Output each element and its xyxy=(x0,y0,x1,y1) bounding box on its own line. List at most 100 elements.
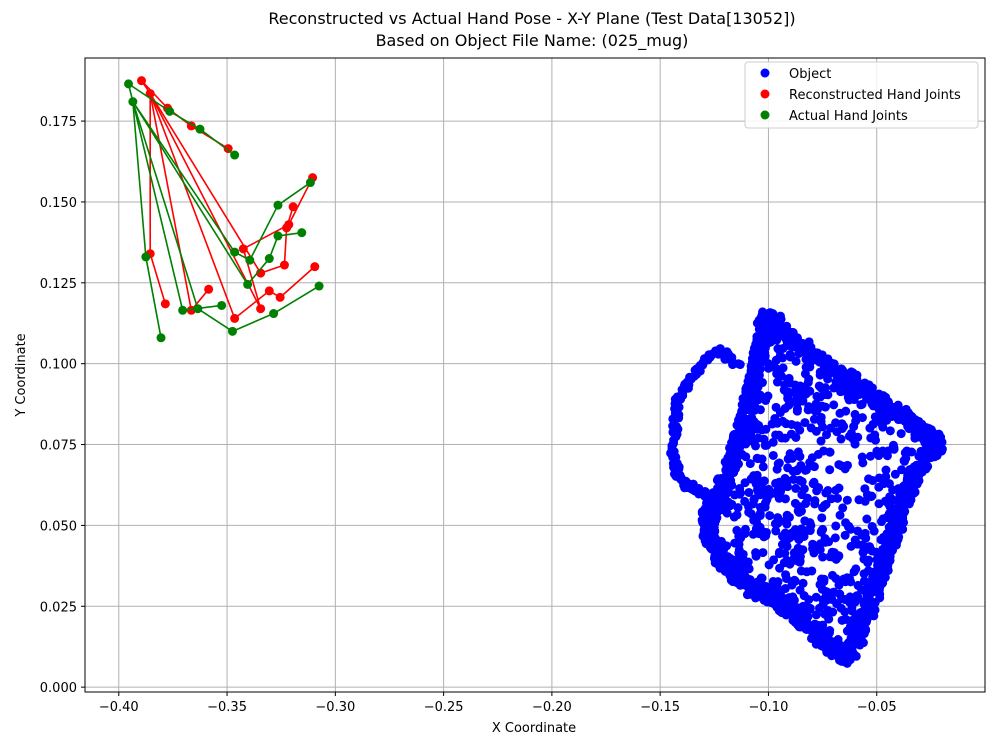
object-point xyxy=(740,478,750,488)
actual-bone-line xyxy=(273,285,320,315)
x-tick-label: −0.05 xyxy=(857,700,897,715)
object-point xyxy=(771,430,781,440)
object-point xyxy=(893,497,903,507)
object-point xyxy=(757,477,767,487)
object-point xyxy=(744,487,754,497)
object-point xyxy=(817,513,827,523)
object-point xyxy=(920,438,930,448)
object-point xyxy=(775,408,785,418)
legend-label: Reconstructed Hand Joints xyxy=(789,88,961,103)
object-point xyxy=(836,387,846,397)
object-point xyxy=(752,470,762,480)
object-point xyxy=(865,451,875,461)
object-point xyxy=(778,343,788,353)
object-point xyxy=(851,383,861,393)
object-point xyxy=(809,414,819,424)
object-point xyxy=(909,421,919,431)
object-point xyxy=(777,540,787,550)
object-point xyxy=(785,349,795,359)
object-point xyxy=(798,601,808,611)
object-point xyxy=(774,477,784,487)
object-point xyxy=(713,506,723,516)
object-point xyxy=(759,588,769,598)
object-point xyxy=(728,565,738,575)
object-point xyxy=(824,537,834,547)
object-point xyxy=(761,395,771,405)
actual-joint-point xyxy=(195,124,205,134)
legend-marker xyxy=(760,110,770,120)
object-point xyxy=(802,386,812,396)
reconstructed-joint-point xyxy=(264,286,274,296)
reconstructed-joint-point xyxy=(256,304,266,314)
object-point xyxy=(899,456,909,466)
actual-joint-point xyxy=(273,231,283,241)
object-point xyxy=(817,584,827,594)
object-point xyxy=(765,308,775,318)
object-point xyxy=(822,368,832,378)
y-tick-label: 0.050 xyxy=(40,519,77,534)
actual-joint-point xyxy=(314,281,324,291)
reconstructed-joint-point xyxy=(284,220,294,230)
object-point xyxy=(920,452,930,462)
reconstructed-joint-point xyxy=(279,260,289,270)
actual-joint-point xyxy=(178,305,188,315)
object-point xyxy=(856,607,866,617)
object-point xyxy=(857,530,867,540)
legend-marker xyxy=(760,68,770,78)
object-point xyxy=(762,495,772,505)
object-point xyxy=(754,489,764,499)
object-point xyxy=(734,545,744,555)
object-point xyxy=(795,475,805,485)
object-point xyxy=(757,454,767,464)
object-point xyxy=(791,356,801,366)
reconstructed-joint-point xyxy=(230,313,240,323)
object-point xyxy=(765,337,775,347)
object-point xyxy=(829,383,839,393)
object-point xyxy=(808,539,818,549)
object-point xyxy=(864,474,874,484)
object-point xyxy=(853,580,863,590)
x-tick-label: −0.35 xyxy=(207,700,247,715)
object-point xyxy=(807,453,817,463)
object-point xyxy=(881,465,891,475)
object-point xyxy=(912,461,922,471)
object-point-cloud xyxy=(666,307,947,668)
x-tick-label: −0.40 xyxy=(99,700,139,715)
object-point xyxy=(806,520,816,530)
actual-joint-point xyxy=(269,309,279,319)
object-point xyxy=(823,591,833,601)
object-point xyxy=(874,482,884,492)
object-point xyxy=(773,577,783,587)
reconstructed-joint-point xyxy=(275,292,285,302)
object-point xyxy=(840,530,850,540)
reconstructed-bone-line xyxy=(149,93,262,310)
actual-bone-line xyxy=(247,258,270,285)
object-point xyxy=(744,502,754,512)
reconstructed-joint-point xyxy=(145,89,155,99)
actual-joint-point xyxy=(141,252,151,262)
object-point xyxy=(776,587,786,597)
reconstructed-bone-line xyxy=(279,266,316,298)
legend: Object Reconstructed Hand Joints Actual Ha… xyxy=(744,61,979,129)
object-point xyxy=(743,557,753,567)
object-point xyxy=(905,475,915,485)
object-point xyxy=(866,492,876,502)
object-point xyxy=(850,439,860,449)
actual-joint-point xyxy=(217,300,227,310)
object-point xyxy=(761,424,771,434)
object-point xyxy=(760,502,770,512)
object-point xyxy=(818,524,828,534)
actual-bone-line xyxy=(277,181,311,206)
object-point xyxy=(826,423,836,433)
x-tick-label: −0.30 xyxy=(315,700,355,715)
actual-joint-point xyxy=(273,200,283,210)
object-point xyxy=(766,325,776,335)
object-point xyxy=(807,566,817,576)
actual-joint-point xyxy=(124,79,134,89)
reconstructed-joint-point xyxy=(137,76,147,86)
object-point xyxy=(875,562,885,572)
object-point xyxy=(836,461,846,471)
object-point xyxy=(789,595,799,605)
object-point xyxy=(856,400,866,410)
